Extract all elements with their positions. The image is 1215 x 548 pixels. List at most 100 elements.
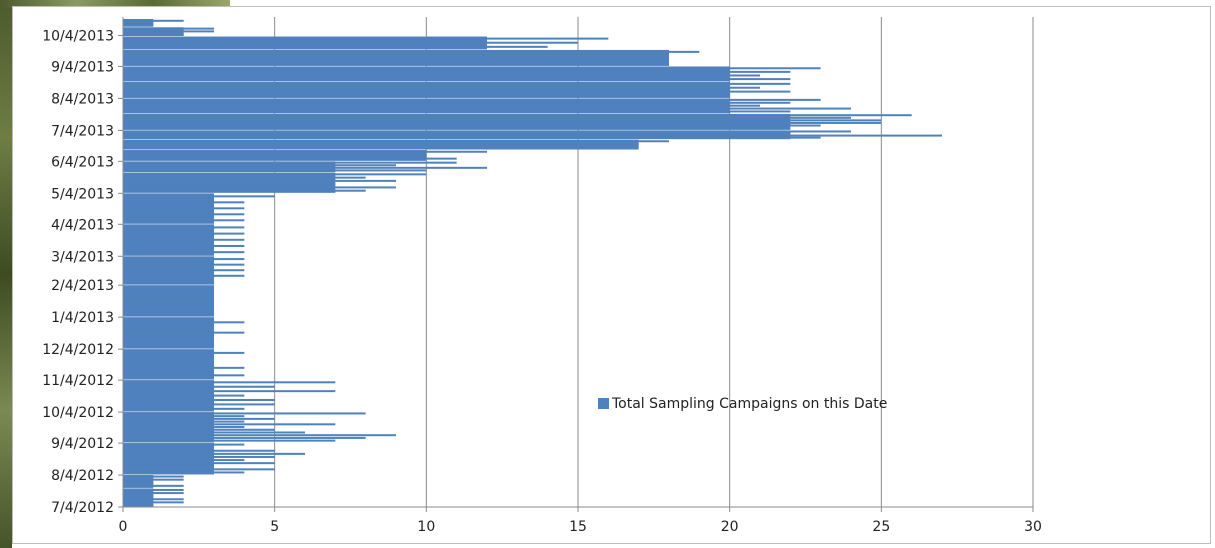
bar-spike [123, 45, 548, 48]
bar-spike [123, 207, 245, 210]
bar-spike [123, 417, 275, 420]
bar-spike [123, 119, 882, 122]
bar-spike [123, 154, 427, 157]
bar-spike [123, 251, 245, 254]
bar-spike [123, 161, 457, 164]
y-tick-label: 2/4/2013 [51, 278, 114, 294]
bar-spike [123, 501, 184, 504]
background-photo-edge [0, 0, 12, 548]
bar-spike [123, 164, 396, 167]
legend-label: Total Sampling Campaigns on this Date [611, 396, 887, 412]
bar-spike [123, 423, 336, 426]
bar-spike [123, 27, 214, 30]
bar-spike [123, 488, 184, 491]
y-tick-label: 11/4/2012 [42, 373, 114, 389]
bar-spike [123, 226, 245, 229]
bar-spike [123, 420, 245, 423]
y-tick-label: 3/4/2013 [51, 249, 114, 265]
bar-spike [123, 468, 275, 471]
bar-spike [123, 455, 275, 458]
y-tick-label: 1/4/2013 [51, 310, 114, 326]
bar-spike [123, 385, 275, 388]
y-tick-label: 8/4/2012 [51, 468, 114, 484]
bar-spike [123, 475, 184, 478]
bar-spike [123, 124, 821, 127]
bar-spike [123, 58, 639, 61]
bar-spike [123, 398, 275, 401]
bar-spike [123, 127, 791, 130]
y-tick-label: 10/4/2013 [42, 29, 114, 45]
bar-spike [123, 495, 154, 498]
bar-spike [123, 169, 427, 172]
y-tick-label: 12/4/2012 [42, 342, 114, 358]
x-tick-label: 30 [1024, 519, 1042, 535]
x-tick-label: 25 [872, 519, 890, 535]
bar-spike [123, 136, 821, 139]
bar-segment [123, 161, 336, 173]
bar-spike [123, 82, 791, 85]
bar-spike [123, 74, 760, 77]
bar-spike [123, 359, 214, 362]
bar-spike [123, 341, 214, 344]
bar-spike [123, 431, 305, 434]
bar-spike [123, 176, 366, 179]
bar-spike [123, 150, 487, 153]
bar-spike [123, 30, 214, 33]
bar-spike [123, 449, 275, 452]
legend: Total Sampling Campaigns on this Date [598, 396, 887, 412]
bar-spike [123, 436, 366, 439]
y-tick-label: 5/4/2013 [51, 186, 114, 202]
bar-spike [123, 390, 336, 393]
bar-spike [123, 33, 184, 36]
bar-spike [123, 166, 487, 169]
bar-spike [123, 299, 214, 302]
bar-spike [123, 321, 245, 324]
bar-spike [123, 146, 609, 149]
bar-spike [123, 86, 760, 89]
bar-spike [123, 78, 791, 81]
x-tick-label: 0 [119, 519, 128, 535]
bar-spike [123, 238, 245, 241]
bar-spike [123, 101, 791, 104]
y-tick-label: 7/4/2013 [51, 123, 114, 139]
bar-spike [123, 374, 245, 377]
bar-spike [123, 428, 275, 431]
bar-spike [123, 90, 791, 93]
bar-spike [123, 107, 851, 110]
bar-spike [123, 41, 578, 44]
bar-spike [123, 481, 154, 484]
bar-spike [123, 195, 275, 198]
bar-spike [123, 498, 184, 501]
bar-spike [123, 452, 305, 455]
bar-spike [123, 412, 366, 415]
y-tick-label: 6/4/2013 [51, 154, 114, 170]
background-photo-corner [0, 0, 230, 8]
bar-series [123, 19, 942, 508]
bar-spike [123, 70, 791, 73]
bar-spike [123, 443, 245, 446]
bar-spike [123, 258, 245, 261]
y-tick-label: 4/4/2013 [51, 217, 114, 233]
bar-spike [123, 263, 245, 266]
bar-spike [123, 62, 609, 65]
sampling-campaigns-chart: 7/4/2012 8/4/2012 9/4/2012 10/4/2012 11/4/20… [42, 17, 1042, 535]
bar-spike [123, 280, 214, 283]
bar-spike [123, 274, 245, 277]
bar-spike [123, 37, 609, 40]
bar-spike [123, 434, 396, 437]
bar-spike [123, 94, 730, 97]
bar-spike [123, 67, 821, 70]
y-tick-label: 9/4/2013 [51, 59, 114, 75]
bar-spike [123, 465, 214, 468]
bar-spike [123, 462, 275, 465]
bar-segment [123, 475, 154, 488]
bar-spike [123, 478, 184, 481]
bar-segment [123, 81, 730, 98]
bar-spike [123, 394, 245, 397]
bar-spike [123, 403, 275, 406]
bar-spike [123, 446, 214, 449]
bar-spike [123, 116, 851, 119]
bar-spike [123, 244, 245, 247]
chart-frame: 7/4/2012 8/4/2012 9/4/2012 10/4/2012 11/4/20… [12, 6, 1211, 544]
bar-spike [123, 381, 336, 384]
